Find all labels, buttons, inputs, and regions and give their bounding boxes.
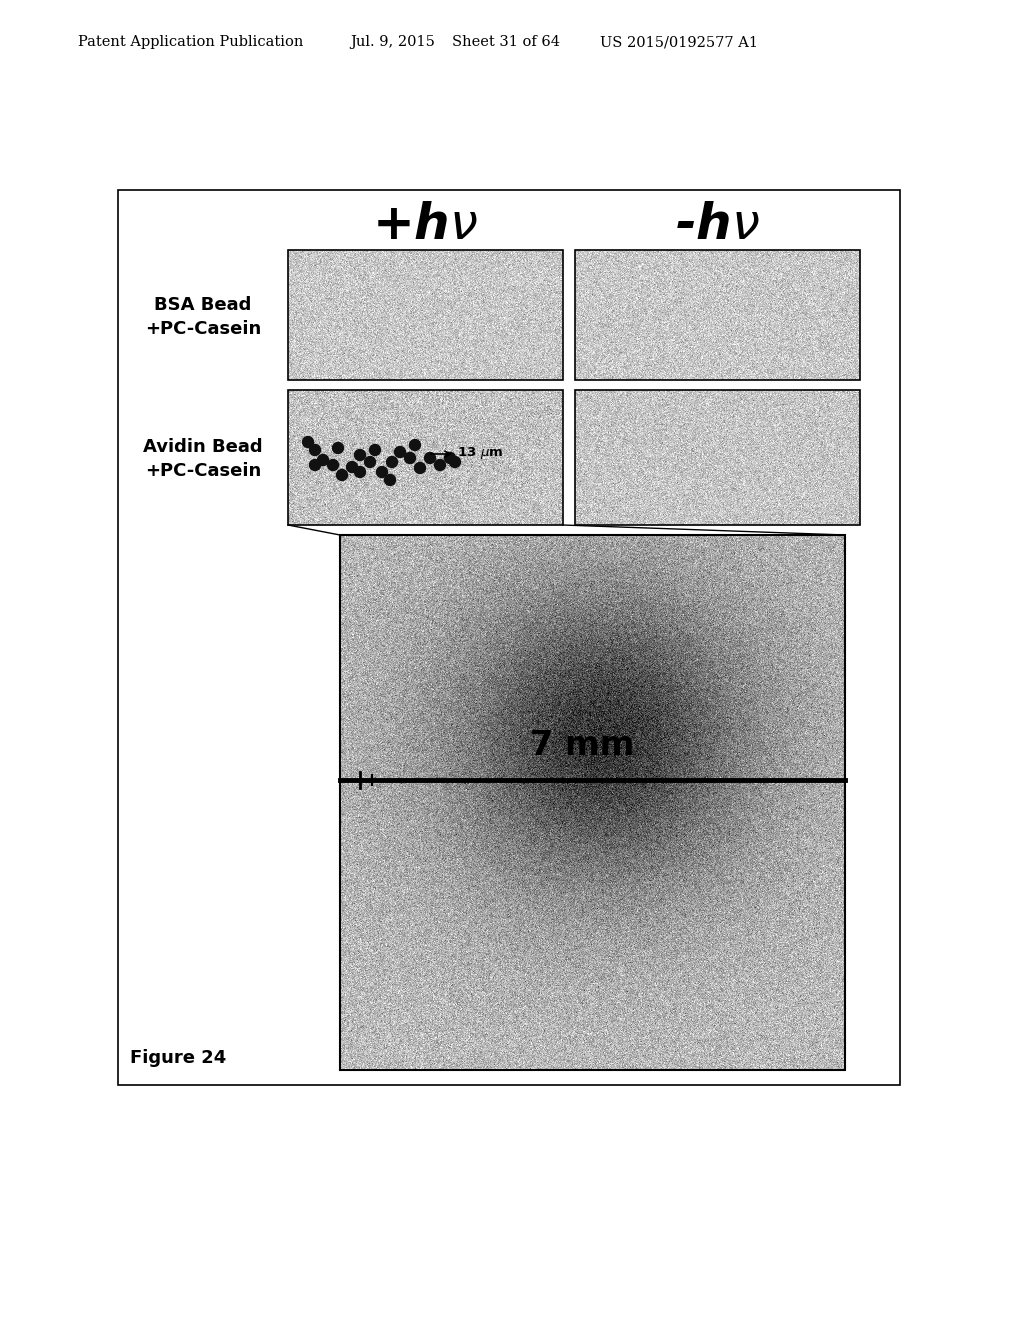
Circle shape [444,453,456,463]
Circle shape [333,442,343,454]
Text: -h$\nu$: -h$\nu$ [675,201,760,249]
Text: Jul. 9, 2015: Jul. 9, 2015 [350,36,435,49]
Circle shape [415,462,426,474]
Bar [340,535,845,1071]
Circle shape [434,459,445,470]
Circle shape [365,457,376,467]
Text: US 2015/0192577 A1: US 2015/0192577 A1 [600,36,758,49]
Circle shape [309,459,321,470]
Circle shape [354,450,366,461]
Circle shape [302,437,313,447]
Circle shape [317,454,329,466]
Circle shape [450,457,461,467]
Bar [118,190,900,1085]
Circle shape [394,446,406,458]
Circle shape [328,459,339,470]
Text: Avidin Bead: Avidin Bead [143,438,263,457]
Circle shape [404,453,416,463]
Circle shape [377,466,387,478]
Text: +PC-Casein: +PC-Casein [144,462,261,480]
Circle shape [410,440,421,450]
Text: Patent Application Publication: Patent Application Publication [78,36,303,49]
Circle shape [384,474,395,486]
Circle shape [346,462,357,473]
Text: BSA Bead: BSA Bead [155,296,252,314]
Text: 13 $\mu$m: 13 $\mu$m [457,445,503,461]
Circle shape [354,466,366,478]
Circle shape [309,445,321,455]
Bar [575,389,860,525]
Circle shape [386,457,397,467]
Circle shape [337,470,347,480]
Text: Sheet 31 of 64: Sheet 31 of 64 [452,36,560,49]
Bar [575,249,860,380]
Text: Figure 24: Figure 24 [130,1049,226,1067]
Text: 7 mm: 7 mm [530,729,635,762]
Circle shape [370,445,381,455]
Text: +PC-Casein: +PC-Casein [144,319,261,338]
Bar [288,389,563,525]
Bar [288,249,563,380]
Text: +h$\nu$: +h$\nu$ [373,201,478,249]
Circle shape [425,453,435,463]
